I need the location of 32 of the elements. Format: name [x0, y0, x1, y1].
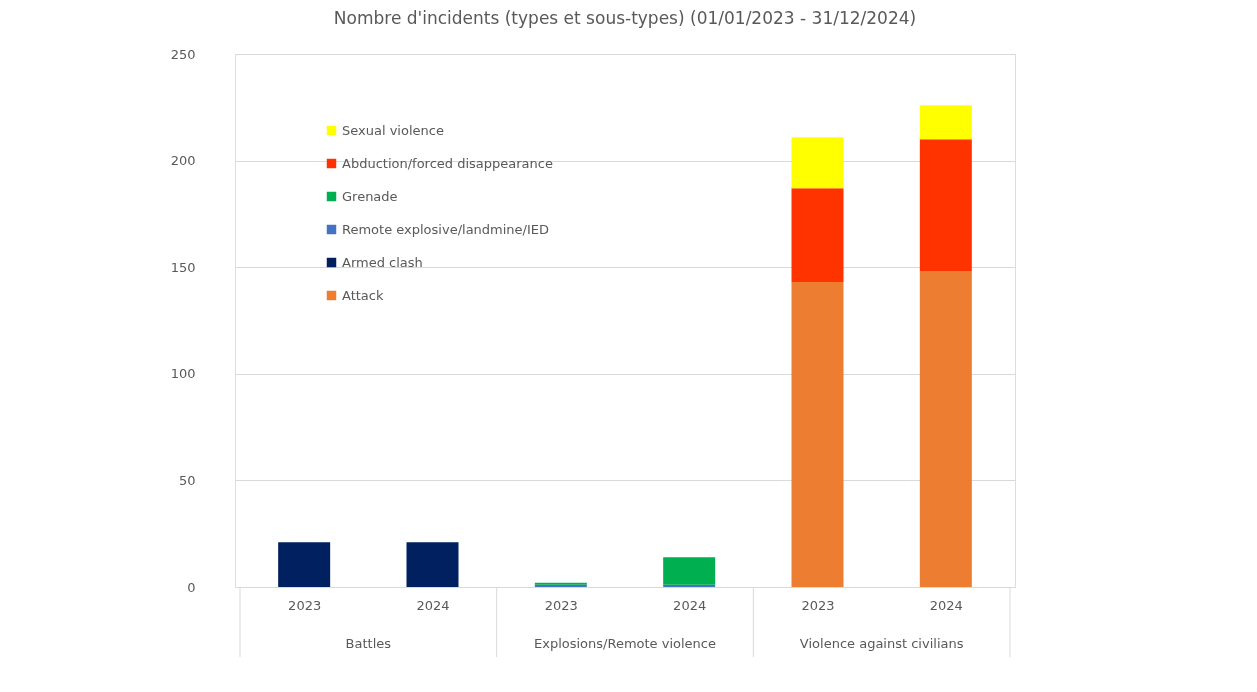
x-tick-label: 2024 — [673, 597, 707, 613]
legend-label: Abduction/forced disappearance — [342, 155, 553, 171]
chart-title: Nombre d'incidents (types et sous-types) (01/01/2023 - 31/12/2024) — [333, 8, 917, 28]
legend-label: Grenade — [342, 188, 398, 204]
bar — [791, 282, 844, 587]
x-tick-label: 2024 — [416, 597, 450, 613]
x-tick-label: 2023 — [801, 597, 835, 613]
text: Violence against civilians — [799, 636, 964, 651]
x-tick-label: 2024 — [929, 597, 963, 613]
y-tick-label: 200 — [170, 153, 196, 169]
y-tick-label: 150 — [170, 259, 196, 275]
text: Battles — [345, 636, 392, 651]
bar — [663, 557, 716, 585]
bar — [919, 139, 972, 272]
text: Explosions/Remote violence — [534, 636, 716, 651]
y-tick-label: 100 — [170, 366, 196, 382]
legend-label: Remote explosive/landmine/IED — [342, 221, 550, 237]
x-tick-label: 2023 — [288, 597, 322, 613]
y-tick-label: 250 — [170, 46, 196, 62]
legend-label: Attack — [342, 287, 384, 303]
bar — [919, 271, 972, 587]
bar — [278, 542, 331, 587]
y-tick-label: 50 — [178, 472, 196, 488]
bar — [791, 137, 844, 189]
legend-label: Sexual violence — [342, 122, 444, 138]
bar — [919, 105, 972, 140]
legend-label: Armed clash — [342, 254, 423, 270]
x-tick-label: 2023 — [544, 597, 578, 613]
y-tick-label: 0 — [187, 579, 196, 595]
bar — [406, 542, 459, 587]
bar — [791, 188, 844, 283]
bar — [663, 584, 716, 587]
